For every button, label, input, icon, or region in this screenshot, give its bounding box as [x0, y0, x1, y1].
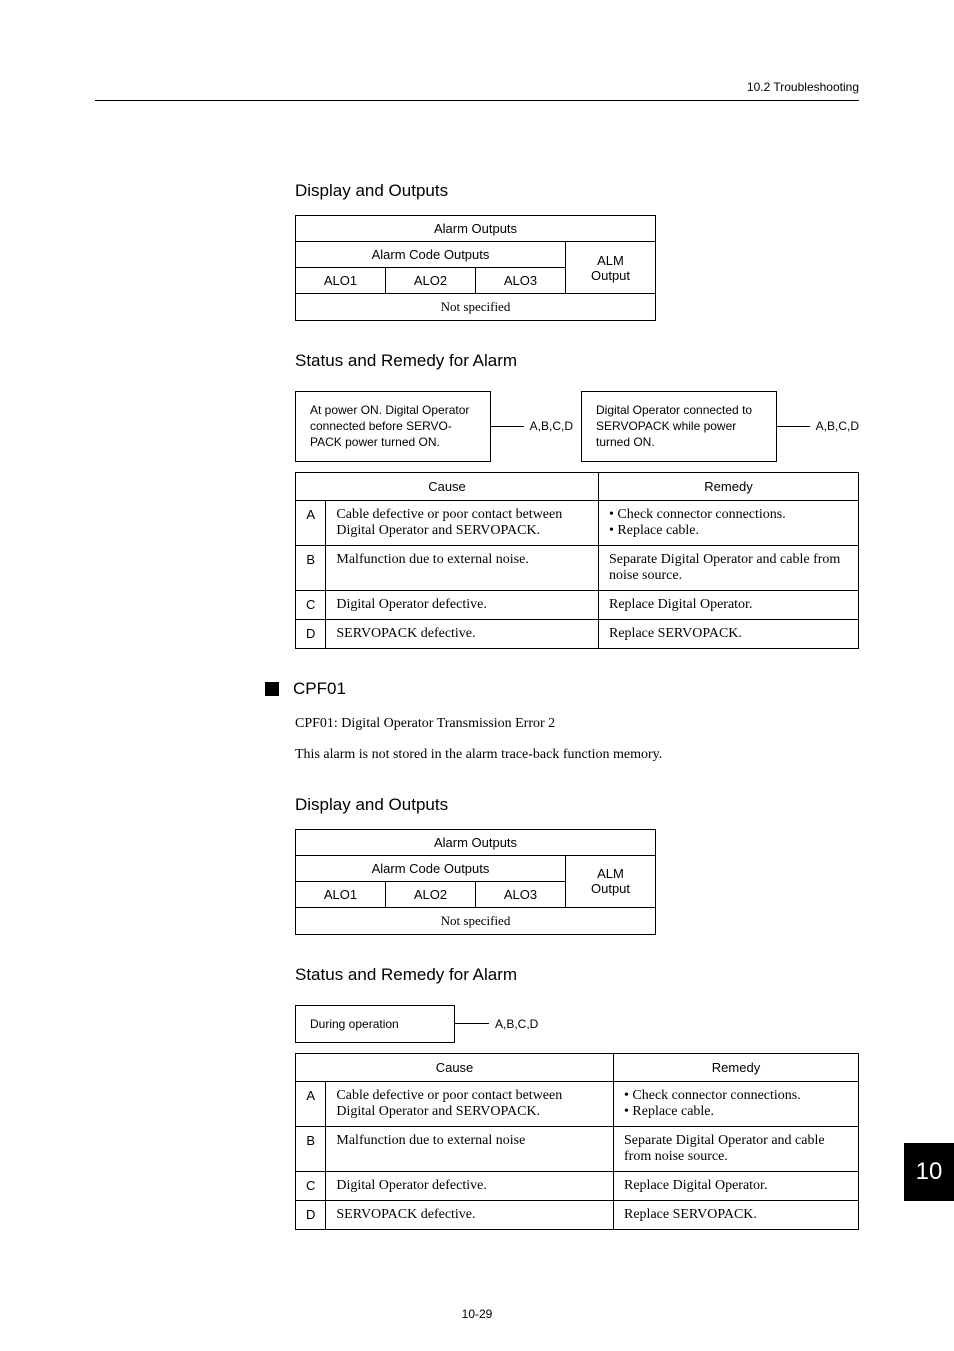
- row-letter: D: [296, 1200, 326, 1229]
- th-remedy: Remedy: [614, 1053, 859, 1081]
- alarm-outputs-table-1: Alarm Outputs Alarm Code Outputs ALM Out…: [295, 215, 656, 321]
- row-cause: SERVOPACK defective.: [326, 1200, 614, 1229]
- alarm-code-outputs: Alarm Code Outputs: [296, 242, 566, 268]
- alarm-outputs-title: Alarm Outputs: [296, 216, 656, 242]
- row-remedy: Separate Digital Operator and cable from…: [614, 1126, 859, 1171]
- cell-alo3: ALO3: [476, 881, 566, 907]
- alarm-outputs-table-2: Alarm Outputs Alarm Code Outputs ALM Out…: [295, 829, 656, 935]
- cause-remedy-table-1: Cause Remedy A Cable defective or poor c…: [295, 472, 859, 649]
- chapter-tab: 10: [904, 1143, 954, 1201]
- row-remedy: Replace Digital Operator.: [614, 1171, 859, 1200]
- row-letter: A: [296, 1081, 326, 1126]
- row-remedy: Replace SERVOPACK.: [599, 619, 859, 648]
- row-remedy: • Check connector connections. • Replace…: [614, 1081, 859, 1126]
- row-letter: C: [296, 1171, 326, 1200]
- row-remedy: Separate Digital Operator and cable from…: [599, 545, 859, 590]
- square-bullet-icon: [265, 682, 279, 696]
- row-cause: SERVOPACK defective.: [326, 619, 599, 648]
- cause-remedy-table-2: Cause Remedy A Cable defective or poor c…: [295, 1053, 859, 1230]
- cell-alo2: ALO2: [386, 881, 476, 907]
- alm-output: ALM Output: [566, 855, 656, 907]
- row-letter: B: [296, 1126, 326, 1171]
- flow-connector: [491, 426, 523, 427]
- cell-alo1: ALO1: [296, 268, 386, 294]
- row-cause: Digital Operator defective.: [326, 590, 599, 619]
- flow-label-right: A,B,C,D: [810, 419, 859, 433]
- row-letter: C: [296, 590, 326, 619]
- row-letter: A: [296, 500, 326, 545]
- row-cause: Cable defective or poor contact between …: [326, 500, 599, 545]
- flow-connector: [777, 426, 809, 427]
- alarm-code-outputs: Alarm Code Outputs: [296, 855, 566, 881]
- flow-box: During operation: [295, 1005, 455, 1043]
- flow-label: A,B,C,D: [489, 1017, 538, 1031]
- flow-row-1: At power ON. Digital Operator connected …: [295, 391, 859, 462]
- row-cause: Malfunction due to external noise.: [326, 545, 599, 590]
- flow-box-left: At power ON. Digital Operator connected …: [295, 391, 491, 462]
- breadcrumb: 10.2 Troubleshooting: [747, 80, 859, 94]
- row-cause: Digital Operator defective.: [326, 1171, 614, 1200]
- cell-alo3: ALO3: [476, 268, 566, 294]
- row-remedy: Replace SERVOPACK.: [614, 1200, 859, 1229]
- header-rule: [95, 100, 859, 101]
- alarm-outputs-title: Alarm Outputs: [296, 829, 656, 855]
- cpf01-line2: This alarm is not stored in the alarm tr…: [295, 744, 859, 765]
- page-number: 10-29: [0, 1307, 954, 1321]
- row-cause: Malfunction due to external noise: [326, 1126, 614, 1171]
- th-cause: Cause: [296, 472, 599, 500]
- row-cause: Cable defective or poor contact between …: [326, 1081, 614, 1126]
- th-cause: Cause: [296, 1053, 614, 1081]
- heading-display-outputs-2: Display and Outputs: [295, 795, 859, 815]
- heading-status-remedy-1: Status and Remedy for Alarm: [295, 351, 859, 371]
- flow-label-left: A,B,C,D: [524, 419, 581, 433]
- row-remedy: Replace Digital Operator.: [599, 590, 859, 619]
- heading-cpf01: CPF01: [265, 679, 859, 699]
- heading-status-remedy-2: Status and Remedy for Alarm: [295, 965, 859, 985]
- alm-output: ALM Output: [566, 242, 656, 294]
- cell-alo2: ALO2: [386, 268, 476, 294]
- row-letter: D: [296, 619, 326, 648]
- flow-connector: [455, 1023, 489, 1024]
- cell-not-specified: Not specified: [296, 294, 656, 321]
- heading-display-outputs-1: Display and Outputs: [295, 181, 859, 201]
- th-remedy: Remedy: [599, 472, 859, 500]
- cell-alo1: ALO1: [296, 881, 386, 907]
- heading-cpf01-text: CPF01: [293, 679, 346, 699]
- row-letter: B: [296, 545, 326, 590]
- flow-row-2: During operation A,B,C,D: [295, 1005, 859, 1043]
- cell-not-specified: Not specified: [296, 907, 656, 934]
- flow-box-right: Digital Operator connected to SERVOPACK …: [581, 391, 777, 462]
- cpf01-line1: CPF01: Digital Operator Transmission Err…: [295, 713, 859, 734]
- row-remedy: • Check connector connections. • Replace…: [599, 500, 859, 545]
